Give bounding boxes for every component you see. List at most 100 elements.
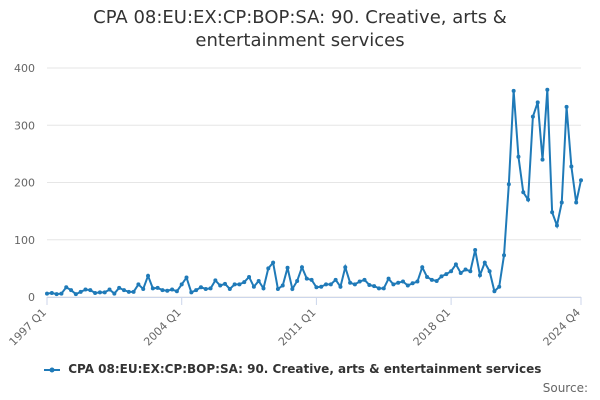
point xyxy=(136,282,141,287)
point xyxy=(73,292,78,297)
point xyxy=(338,284,343,289)
point xyxy=(93,290,98,295)
point xyxy=(59,291,64,296)
legend-symbol xyxy=(44,367,60,372)
point xyxy=(415,279,420,284)
point xyxy=(396,280,401,285)
y-tick-label: 0 xyxy=(28,291,35,304)
point xyxy=(78,289,83,294)
series-line xyxy=(46,89,582,296)
point xyxy=(247,274,252,279)
point xyxy=(468,269,473,274)
point xyxy=(381,286,386,291)
point xyxy=(126,289,131,294)
point xyxy=(304,276,309,281)
point xyxy=(348,280,353,285)
point xyxy=(232,282,237,287)
point xyxy=(117,285,122,290)
point xyxy=(242,280,247,285)
point xyxy=(458,270,463,275)
point xyxy=(102,290,107,295)
y-tick-label: 100 xyxy=(14,234,35,247)
point xyxy=(213,278,218,283)
point xyxy=(170,287,175,292)
y-tick-label: 400 xyxy=(14,62,35,75)
point xyxy=(540,157,545,162)
point xyxy=(131,289,136,294)
point xyxy=(179,282,184,287)
point xyxy=(530,114,535,119)
point xyxy=(319,284,324,289)
legend-label: CPA 08:EU:EX:CP:BOP:SA: 90. Creative, ar… xyxy=(68,362,542,376)
point xyxy=(165,288,170,293)
point xyxy=(189,290,194,295)
point xyxy=(69,288,74,293)
point xyxy=(487,269,492,274)
point xyxy=(357,279,362,284)
point xyxy=(425,274,430,279)
y-tick-label: 200 xyxy=(14,177,35,190)
point xyxy=(362,277,367,282)
point xyxy=(574,200,579,205)
legend: CPA 08:EU:EX:CP:BOP:SA: 90. Creative, ar… xyxy=(40,362,541,376)
point xyxy=(295,278,300,283)
point xyxy=(511,88,516,93)
point xyxy=(343,265,348,270)
point xyxy=(477,273,482,278)
point xyxy=(49,290,54,295)
point xyxy=(141,286,146,291)
point xyxy=(121,288,126,293)
point xyxy=(314,285,319,290)
chart-title: CPA 08:EU:EX:CP:BOP:SA: 90. Creative, ar… xyxy=(93,7,507,51)
point xyxy=(463,267,468,272)
point xyxy=(367,282,372,287)
point xyxy=(405,283,410,288)
point xyxy=(376,286,381,291)
point xyxy=(502,253,507,258)
point xyxy=(54,292,59,297)
x-tick-label: 2011 Q1 xyxy=(276,306,319,349)
point xyxy=(237,282,242,287)
point xyxy=(155,285,160,290)
point xyxy=(333,277,338,282)
point xyxy=(449,269,454,274)
point xyxy=(285,265,290,270)
x-tick-label: 2024 Q4 xyxy=(541,306,584,349)
point xyxy=(569,164,574,169)
point xyxy=(174,289,179,294)
point xyxy=(391,282,396,287)
point xyxy=(309,277,314,282)
point xyxy=(64,285,69,290)
point xyxy=(266,266,271,271)
point xyxy=(97,290,102,295)
point xyxy=(521,190,526,195)
point xyxy=(429,277,434,282)
point xyxy=(526,197,531,202)
point xyxy=(545,87,550,92)
point xyxy=(271,260,276,265)
point xyxy=(203,286,208,291)
point xyxy=(497,284,502,289)
point xyxy=(439,274,444,279)
point xyxy=(564,104,569,109)
point xyxy=(160,288,165,293)
point xyxy=(579,178,583,183)
x-tick-label: 2004 Q1 xyxy=(141,306,184,349)
point xyxy=(290,286,295,291)
point xyxy=(324,282,329,287)
point xyxy=(554,223,559,228)
point xyxy=(559,200,564,205)
point xyxy=(184,275,189,280)
point xyxy=(223,281,227,286)
point xyxy=(194,288,199,293)
x-tick-label: 1997 Q1 xyxy=(7,306,50,349)
point xyxy=(88,288,93,293)
point xyxy=(208,286,213,291)
point xyxy=(328,282,333,287)
point xyxy=(420,265,425,270)
point xyxy=(45,291,49,296)
point xyxy=(218,283,223,288)
point xyxy=(112,291,117,296)
